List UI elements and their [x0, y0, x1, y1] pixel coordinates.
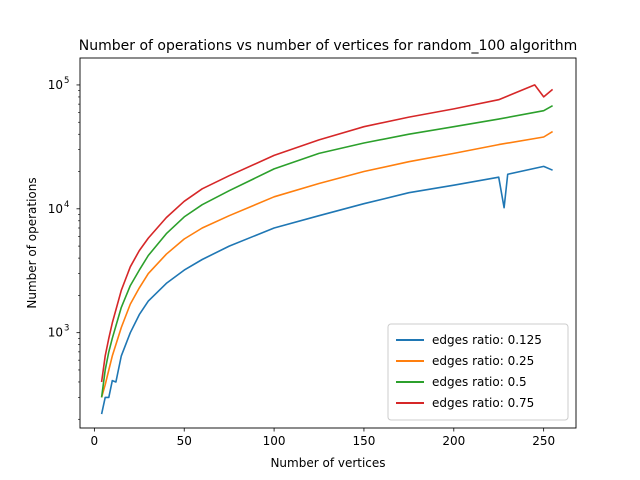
y-tick-exponent: 3	[64, 324, 69, 334]
x-tick-label: 100	[263, 434, 286, 448]
x-tick-label: 200	[442, 434, 465, 448]
legend-label-1: edges ratio: 0.25	[432, 354, 534, 368]
x-tick-label: 50	[177, 434, 192, 448]
y-tick-label: 10	[48, 326, 63, 340]
legend-box	[387, 323, 569, 421]
x-tick-label: 150	[352, 434, 375, 448]
legend: edges ratio: 0.125 edges ratio: 0.25 edges…	[387, 323, 569, 421]
x-tick-label: 0	[91, 434, 99, 448]
chart-title: Number of operations vs number of vertic…	[79, 38, 577, 54]
y-tick-label: 10	[48, 78, 63, 92]
legend-label-0: edges ratio: 0.125	[432, 333, 542, 347]
series-line-3	[100, 84, 554, 383]
series-layer	[100, 84, 554, 415]
series-line-2	[100, 105, 553, 398]
x-axis-label: Number of vertices	[270, 456, 385, 470]
series-line-0	[100, 165, 553, 415]
axes-frame	[79, 57, 577, 429]
y-tick-exponent: 4	[64, 200, 69, 210]
legend-label-2: edges ratio: 0.5	[432, 375, 527, 389]
y-tick-label: 10	[48, 202, 63, 216]
y-tick-exponent: 5	[64, 76, 69, 86]
x-axis: 0 50 100 150 200 250	[91, 428, 555, 448]
x-tick-label: 250	[532, 434, 555, 448]
y-axis-label: Number of operations	[25, 177, 39, 308]
series-line-1	[100, 130, 554, 398]
legend-label-3: edges ratio: 0.75	[432, 396, 534, 410]
